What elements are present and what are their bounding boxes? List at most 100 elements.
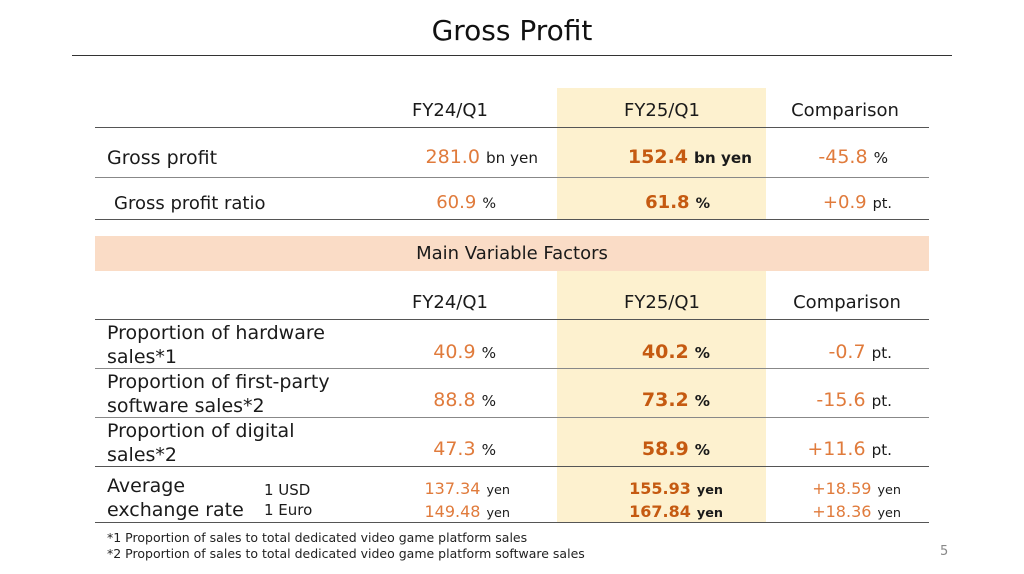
hardware-proportion-fy24: 40.9%: [380, 341, 496, 363]
currency-eur-label: 1 Euro: [264, 501, 313, 519]
value: 47.3: [433, 438, 476, 460]
value: +0.9: [822, 192, 867, 213]
exchange-rate-fy24: 137.34 yen 149.48 yen: [380, 478, 510, 524]
unit: %: [481, 344, 496, 362]
eur-rate-comparison: +18.36 yen: [770, 501, 901, 524]
unit: %: [873, 149, 888, 167]
first-party-proportion-comparison: -15.6 pt.: [770, 389, 892, 411]
usd-rate-fy24: 137.34 yen: [380, 478, 510, 501]
usd-rate-comparison: +18.59 yen: [770, 478, 901, 501]
first-party-proportion-fy24: 88.8%: [380, 389, 496, 411]
row-divider: [95, 368, 929, 369]
slide-title: Gross Profit: [431, 14, 593, 47]
unit: yen: [877, 483, 901, 498]
gross-profit-ratio-fy25: 61.8%: [560, 192, 710, 213]
currency-labels: 1 USD 1 Euro: [264, 480, 312, 520]
gross-profit-ratio-fy24: 60.9%: [380, 192, 496, 213]
table-rule: [95, 466, 929, 467]
unit: %: [694, 344, 710, 362]
unit: pt.: [872, 196, 892, 212]
exchange-rate-fy25: 155.93 yen 167.84 yen: [560, 478, 723, 524]
section-band: [95, 236, 929, 271]
unit: yen: [486, 506, 510, 521]
unit: %: [482, 196, 496, 212]
value: 58.9: [641, 438, 689, 460]
col-header-fy25: FY25/Q1: [624, 100, 700, 121]
value: 88.8: [433, 389, 476, 411]
col-header-fy24: FY24/Q1: [412, 292, 488, 313]
value: +18.59: [812, 479, 872, 498]
unit: yen: [486, 483, 510, 498]
label-line: software sales*2: [107, 395, 265, 417]
label-line: Proportion of hardware: [107, 322, 325, 344]
value: 281.0: [425, 146, 480, 168]
unit: %: [481, 392, 496, 410]
value: 155.93: [629, 479, 691, 498]
table-rule: [95, 522, 929, 523]
digital-proportion-comparison: +11.6 pt.: [770, 438, 892, 460]
unit: bn yen: [485, 149, 538, 167]
value: 137.34: [424, 479, 481, 498]
unit: %: [694, 441, 710, 459]
row-label-hardware-proportion: Proportion of hardware sales*1: [107, 321, 325, 369]
col-header-fy24: FY24/Q1: [412, 100, 488, 121]
value: -15.6: [816, 389, 866, 411]
gross-profit-ratio-comparison: +0.9 pt.: [770, 192, 892, 213]
row-label-first-party-proportion: Proportion of first-party software sales…: [107, 370, 330, 418]
value: -0.7: [828, 341, 866, 363]
value: +11.6: [807, 438, 866, 460]
unit: pt.: [871, 392, 892, 410]
footnote: *2 Proportion of sales to total dedicate…: [107, 546, 585, 561]
unit: yen: [696, 506, 723, 521]
value: 167.84: [629, 502, 691, 521]
row-label-exchange-rate: Average exchange rate: [107, 474, 244, 522]
first-party-proportion-fy25: 73.2%: [560, 389, 710, 411]
usd-rate-fy25: 155.93 yen: [560, 478, 723, 501]
value: 73.2: [641, 389, 689, 411]
label-line: Proportion of first-party: [107, 371, 330, 393]
unit: bn yen: [694, 149, 752, 167]
table-rule: [95, 319, 929, 320]
eur-rate-fy24: 149.48 yen: [380, 501, 510, 524]
fy25-highlight-top: [557, 88, 766, 220]
row-label-gross-profit-ratio: Gross profit ratio: [114, 193, 266, 214]
label-line: sales*2: [107, 444, 177, 466]
footnote: *1 Proportion of sales to total dedicate…: [107, 530, 528, 545]
gross-profit-fy24: 281.0 bn yen: [380, 146, 538, 168]
row-label-gross-profit: Gross profit: [107, 147, 218, 169]
label-line: sales*1: [107, 346, 177, 368]
value: 60.9: [436, 192, 477, 213]
row-divider: [95, 177, 929, 178]
col-header-fy25: FY25/Q1: [624, 292, 700, 313]
value: 149.48: [424, 502, 481, 521]
page-number: 5: [940, 544, 949, 559]
label-line: exchange rate: [107, 499, 244, 521]
unit: %: [481, 441, 496, 459]
table-rule: [95, 219, 929, 220]
currency-usd-label: 1 USD: [264, 481, 311, 499]
value: 61.8: [645, 192, 690, 213]
fy25-highlight-bottom: [557, 271, 766, 523]
gross-profit-fy25: 152.4 bn yen: [560, 146, 752, 168]
value: +18.36: [812, 502, 872, 521]
title-divider: [72, 55, 952, 56]
table-rule: [95, 127, 929, 128]
row-divider: [95, 417, 929, 418]
eur-rate-fy25: 167.84 yen: [560, 501, 723, 524]
unit: pt.: [871, 344, 892, 362]
hardware-proportion-comparison: -0.7 pt.: [770, 341, 892, 363]
digital-proportion-fy25: 58.9%: [560, 438, 710, 460]
unit: %: [695, 196, 710, 212]
unit: %: [694, 392, 710, 410]
row-label-digital-proportion: Proportion of digital sales*2: [107, 419, 294, 467]
unit: pt.: [871, 441, 892, 459]
value: 40.9: [433, 341, 476, 363]
value: 40.2: [641, 341, 689, 363]
label-line: Average: [107, 475, 186, 497]
unit: yen: [696, 483, 723, 498]
col-header-comparison: Comparison: [791, 100, 899, 121]
hardware-proportion-fy25: 40.2%: [560, 341, 710, 363]
section-heading: Main Variable Factors: [416, 243, 608, 264]
col-header-comparison: Comparison: [793, 292, 901, 313]
unit: yen: [877, 506, 901, 521]
